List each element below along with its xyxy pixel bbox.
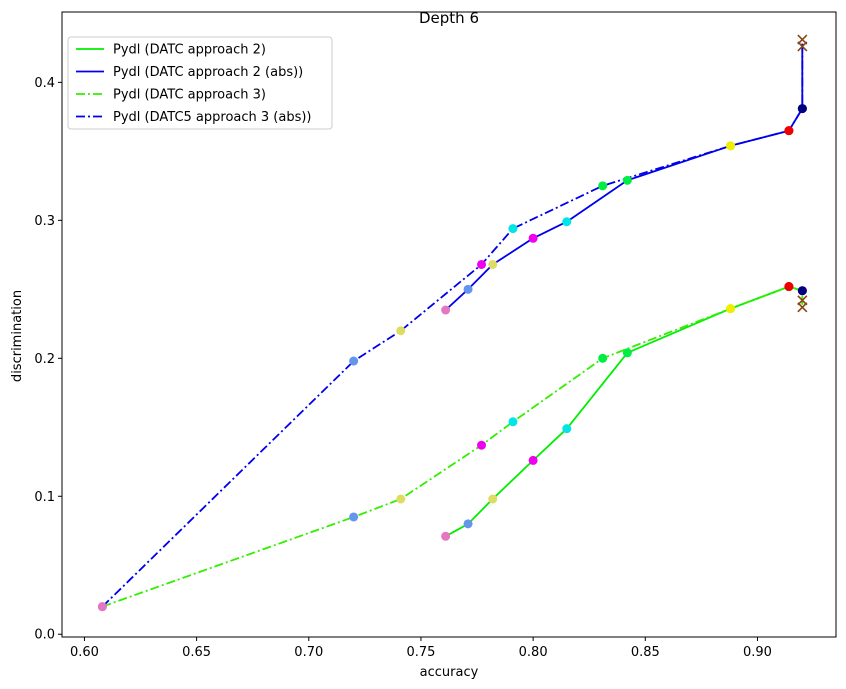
x-marker	[797, 41, 808, 52]
y-axis: 0.0 0.1 0.2 0.3 0.4	[34, 76, 62, 643]
x-tick-label: 0.65	[182, 645, 211, 660]
x-axis-label: accuracy	[420, 665, 479, 680]
data-point	[441, 305, 451, 315]
data-point	[441, 531, 451, 541]
data-point	[784, 282, 794, 292]
data-point	[477, 259, 487, 269]
data-point	[396, 326, 406, 336]
data-point	[562, 424, 572, 434]
chart-title: Depth 6	[419, 9, 479, 27]
y-tick-label: 0.3	[34, 214, 55, 229]
x-axis: 0.60 0.65 0.70 0.75 0.80 0.85 0.90	[70, 637, 772, 660]
data-point	[598, 353, 608, 363]
series-line-4	[101, 43, 804, 608]
data-point	[508, 417, 518, 427]
x-tick-label: 0.70	[294, 645, 323, 660]
y-axis-label: discrimination	[10, 290, 25, 382]
data-point	[797, 104, 807, 114]
legend-label-3: Pydl (DATC approach 3)	[113, 88, 266, 103]
data-point	[463, 519, 473, 529]
data-point	[477, 440, 487, 450]
x-tick-label: 0.60	[70, 645, 99, 660]
legend-label-1: Pydl (DATC approach 2)	[113, 43, 266, 58]
x-marker	[797, 302, 808, 313]
data-point	[784, 126, 794, 136]
data-point	[528, 233, 538, 243]
axes-frame	[61, 11, 837, 638]
legend-box	[67, 36, 333, 130]
data-point	[97, 602, 107, 612]
data-point	[508, 224, 518, 234]
y-tick-label: 0.4	[34, 76, 55, 91]
data-point	[598, 181, 608, 191]
data-point	[463, 284, 473, 294]
data-point	[349, 356, 359, 366]
data-point	[396, 494, 406, 504]
series-line-3	[102, 285, 804, 608]
legend-label-4: Pydl (DATC5 approach 3 (abs))	[113, 110, 312, 125]
x-tick-label: 0.85	[631, 645, 660, 660]
y-tick-label: 0.1	[34, 490, 55, 505]
legend: Pydl (DATC approach 2) Pydl (DATC approac…	[67, 36, 333, 130]
data-point	[562, 217, 572, 227]
x-tick-label: 0.90	[743, 645, 772, 660]
data-point	[622, 175, 632, 185]
data-point	[349, 512, 359, 522]
data-point	[528, 455, 538, 465]
series-line-2	[444, 43, 804, 311]
data-point	[488, 259, 498, 269]
x-tick-label: 0.80	[519, 645, 548, 660]
data-point	[726, 141, 736, 151]
data-point	[622, 348, 632, 358]
y-tick-label: 0.0	[34, 628, 55, 643]
data-point	[797, 286, 807, 296]
y-tick-label: 0.2	[34, 352, 55, 367]
plot-area	[61, 11, 837, 638]
legend-label-2: Pydl (DATC approach 2 (abs))	[113, 65, 303, 80]
data-point	[726, 304, 736, 314]
data-point	[488, 494, 498, 504]
marker-layer	[97, 34, 808, 612]
x-tick-label: 0.75	[406, 645, 435, 660]
